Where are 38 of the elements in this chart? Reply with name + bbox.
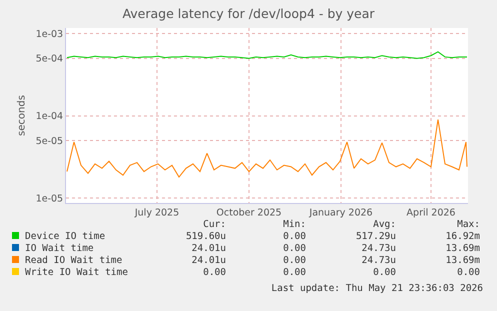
- y-tick-label: 1e-04: [36, 111, 64, 122]
- text: 13.69m: [444, 242, 480, 254]
- text: Max:: [456, 218, 480, 230]
- y-tick-label: 1e-03: [36, 28, 64, 40]
- y-axis-title: seconds: [16, 95, 28, 136]
- line-series: [66, 51, 468, 59]
- x-tick-label: October 2025: [216, 207, 282, 218]
- text: 0.00: [372, 266, 396, 278]
- text: 0.00: [282, 254, 306, 266]
- text: 24.01u: [190, 242, 226, 254]
- text: 0.00: [282, 230, 306, 242]
- y-tick-label: 5e-05: [36, 136, 64, 147]
- text: 24.73u: [360, 242, 396, 254]
- text: Min:: [282, 218, 306, 230]
- text: 519.60u: [184, 230, 226, 242]
- text: 517.29u: [354, 230, 396, 242]
- x-tick-label: January 2026: [308, 207, 373, 218]
- x-tick-label: July 2025: [134, 207, 180, 218]
- text: 0.00: [456, 266, 480, 278]
- text: 13.69m: [444, 254, 480, 266]
- text: 0.00: [282, 266, 306, 278]
- y-tick-label: 1e-05: [36, 193, 64, 204]
- text: Last update: Thu May 21 23:36:03 2026: [271, 283, 483, 294]
- text: 24.01u: [190, 254, 226, 266]
- y-tick-label: 5e-04: [36, 54, 64, 65]
- x-tick-label: April 2026: [406, 207, 456, 218]
- text: 24.73u: [360, 254, 396, 266]
- legend-label: Device IO time: [25, 230, 106, 242]
- legend-label: Read IO Wait time: [25, 254, 122, 266]
- text: 0.00: [202, 266, 226, 278]
- text: Avg:: [372, 218, 396, 230]
- text: Cur:: [202, 218, 226, 230]
- legend-label: IO Wait time: [25, 242, 94, 254]
- chart-title: Average latency for /dev/loop4 - by year: [122, 6, 376, 21]
- legend-label: Write IO Wait time: [25, 266, 128, 278]
- text: 0.00: [282, 242, 306, 254]
- text: 16.92m: [444, 230, 480, 242]
- line-series: [66, 119, 468, 178]
